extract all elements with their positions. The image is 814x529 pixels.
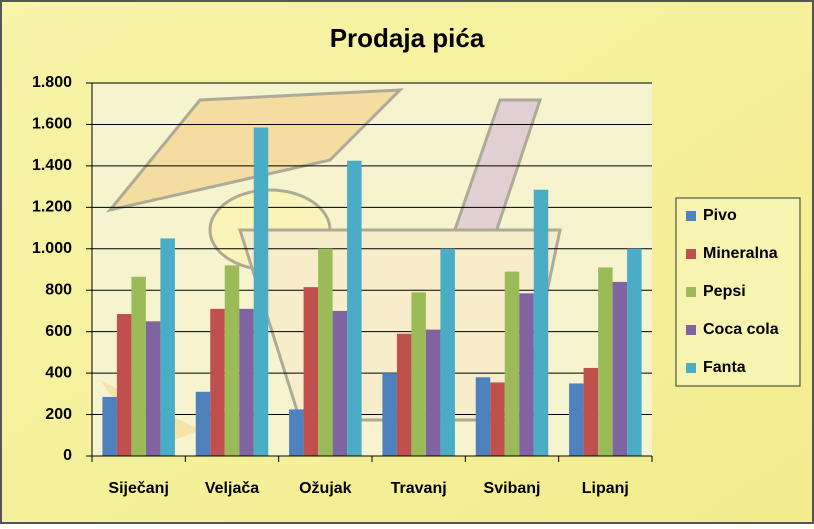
- bar: [160, 238, 175, 456]
- bar: [102, 396, 117, 456]
- bar: [145, 321, 161, 456]
- legend-swatch: [686, 325, 696, 335]
- bar: [131, 276, 146, 456]
- bar: [303, 287, 319, 456]
- y-tick-label: 800: [45, 281, 72, 298]
- bar: [533, 189, 549, 456]
- bar: [627, 248, 642, 456]
- bar: [475, 377, 491, 456]
- bar: [116, 314, 132, 456]
- bar: [411, 292, 426, 456]
- plot-area: [92, 83, 652, 456]
- x-tick-label: Lipanj: [582, 480, 629, 497]
- y-tick-label: 1.200: [32, 199, 72, 216]
- legend-label: Pepsi: [703, 283, 746, 300]
- bar: [318, 248, 333, 456]
- bar: [612, 281, 628, 456]
- bar: [332, 310, 348, 456]
- legend-swatch: [686, 363, 696, 373]
- y-tick-label: 0: [63, 447, 72, 464]
- legend-label: Mineralna: [703, 245, 778, 262]
- bar: [347, 160, 362, 457]
- bar: [569, 383, 584, 456]
- bar: [583, 367, 599, 456]
- y-tick-label: 1.400: [32, 157, 72, 174]
- bar: [396, 333, 412, 456]
- x-tick-label: Ožujak: [299, 480, 352, 497]
- legend-swatch: [686, 249, 696, 259]
- bar: [440, 248, 455, 456]
- legend-label: Fanta: [703, 359, 746, 376]
- bar: [382, 373, 397, 456]
- bar: [210, 308, 225, 456]
- y-tick-label: 200: [45, 406, 72, 423]
- bar: [598, 267, 613, 456]
- y-tick-label: 400: [45, 364, 72, 381]
- legend-label: Coca cola: [703, 321, 779, 338]
- bar: [490, 382, 505, 456]
- legend: [675, 197, 801, 387]
- x-tick-label: Siječanj: [108, 480, 168, 497]
- bar: [239, 308, 254, 456]
- chart-title: Prodaja pića: [330, 23, 485, 53]
- bar: [195, 391, 211, 456]
- bar: [224, 265, 240, 456]
- bar: [289, 409, 304, 456]
- legend-label: Pivo: [703, 207, 737, 224]
- y-tick-label: 600: [45, 323, 72, 340]
- x-tick-label: Svibanj: [484, 480, 541, 497]
- bar: [519, 293, 534, 456]
- y-tick-label: 1.000: [32, 240, 72, 257]
- x-tick-label: Travanj: [391, 480, 447, 497]
- legend-swatch: [686, 211, 696, 221]
- x-tick-label: Veljača: [205, 480, 259, 497]
- bar: [253, 127, 269, 456]
- y-tick-label: 1.600: [32, 116, 72, 133]
- legend-swatch: [686, 287, 696, 297]
- y-tick-label: 1.800: [32, 74, 72, 91]
- bar: [504, 271, 520, 456]
- bar: [425, 329, 441, 456]
